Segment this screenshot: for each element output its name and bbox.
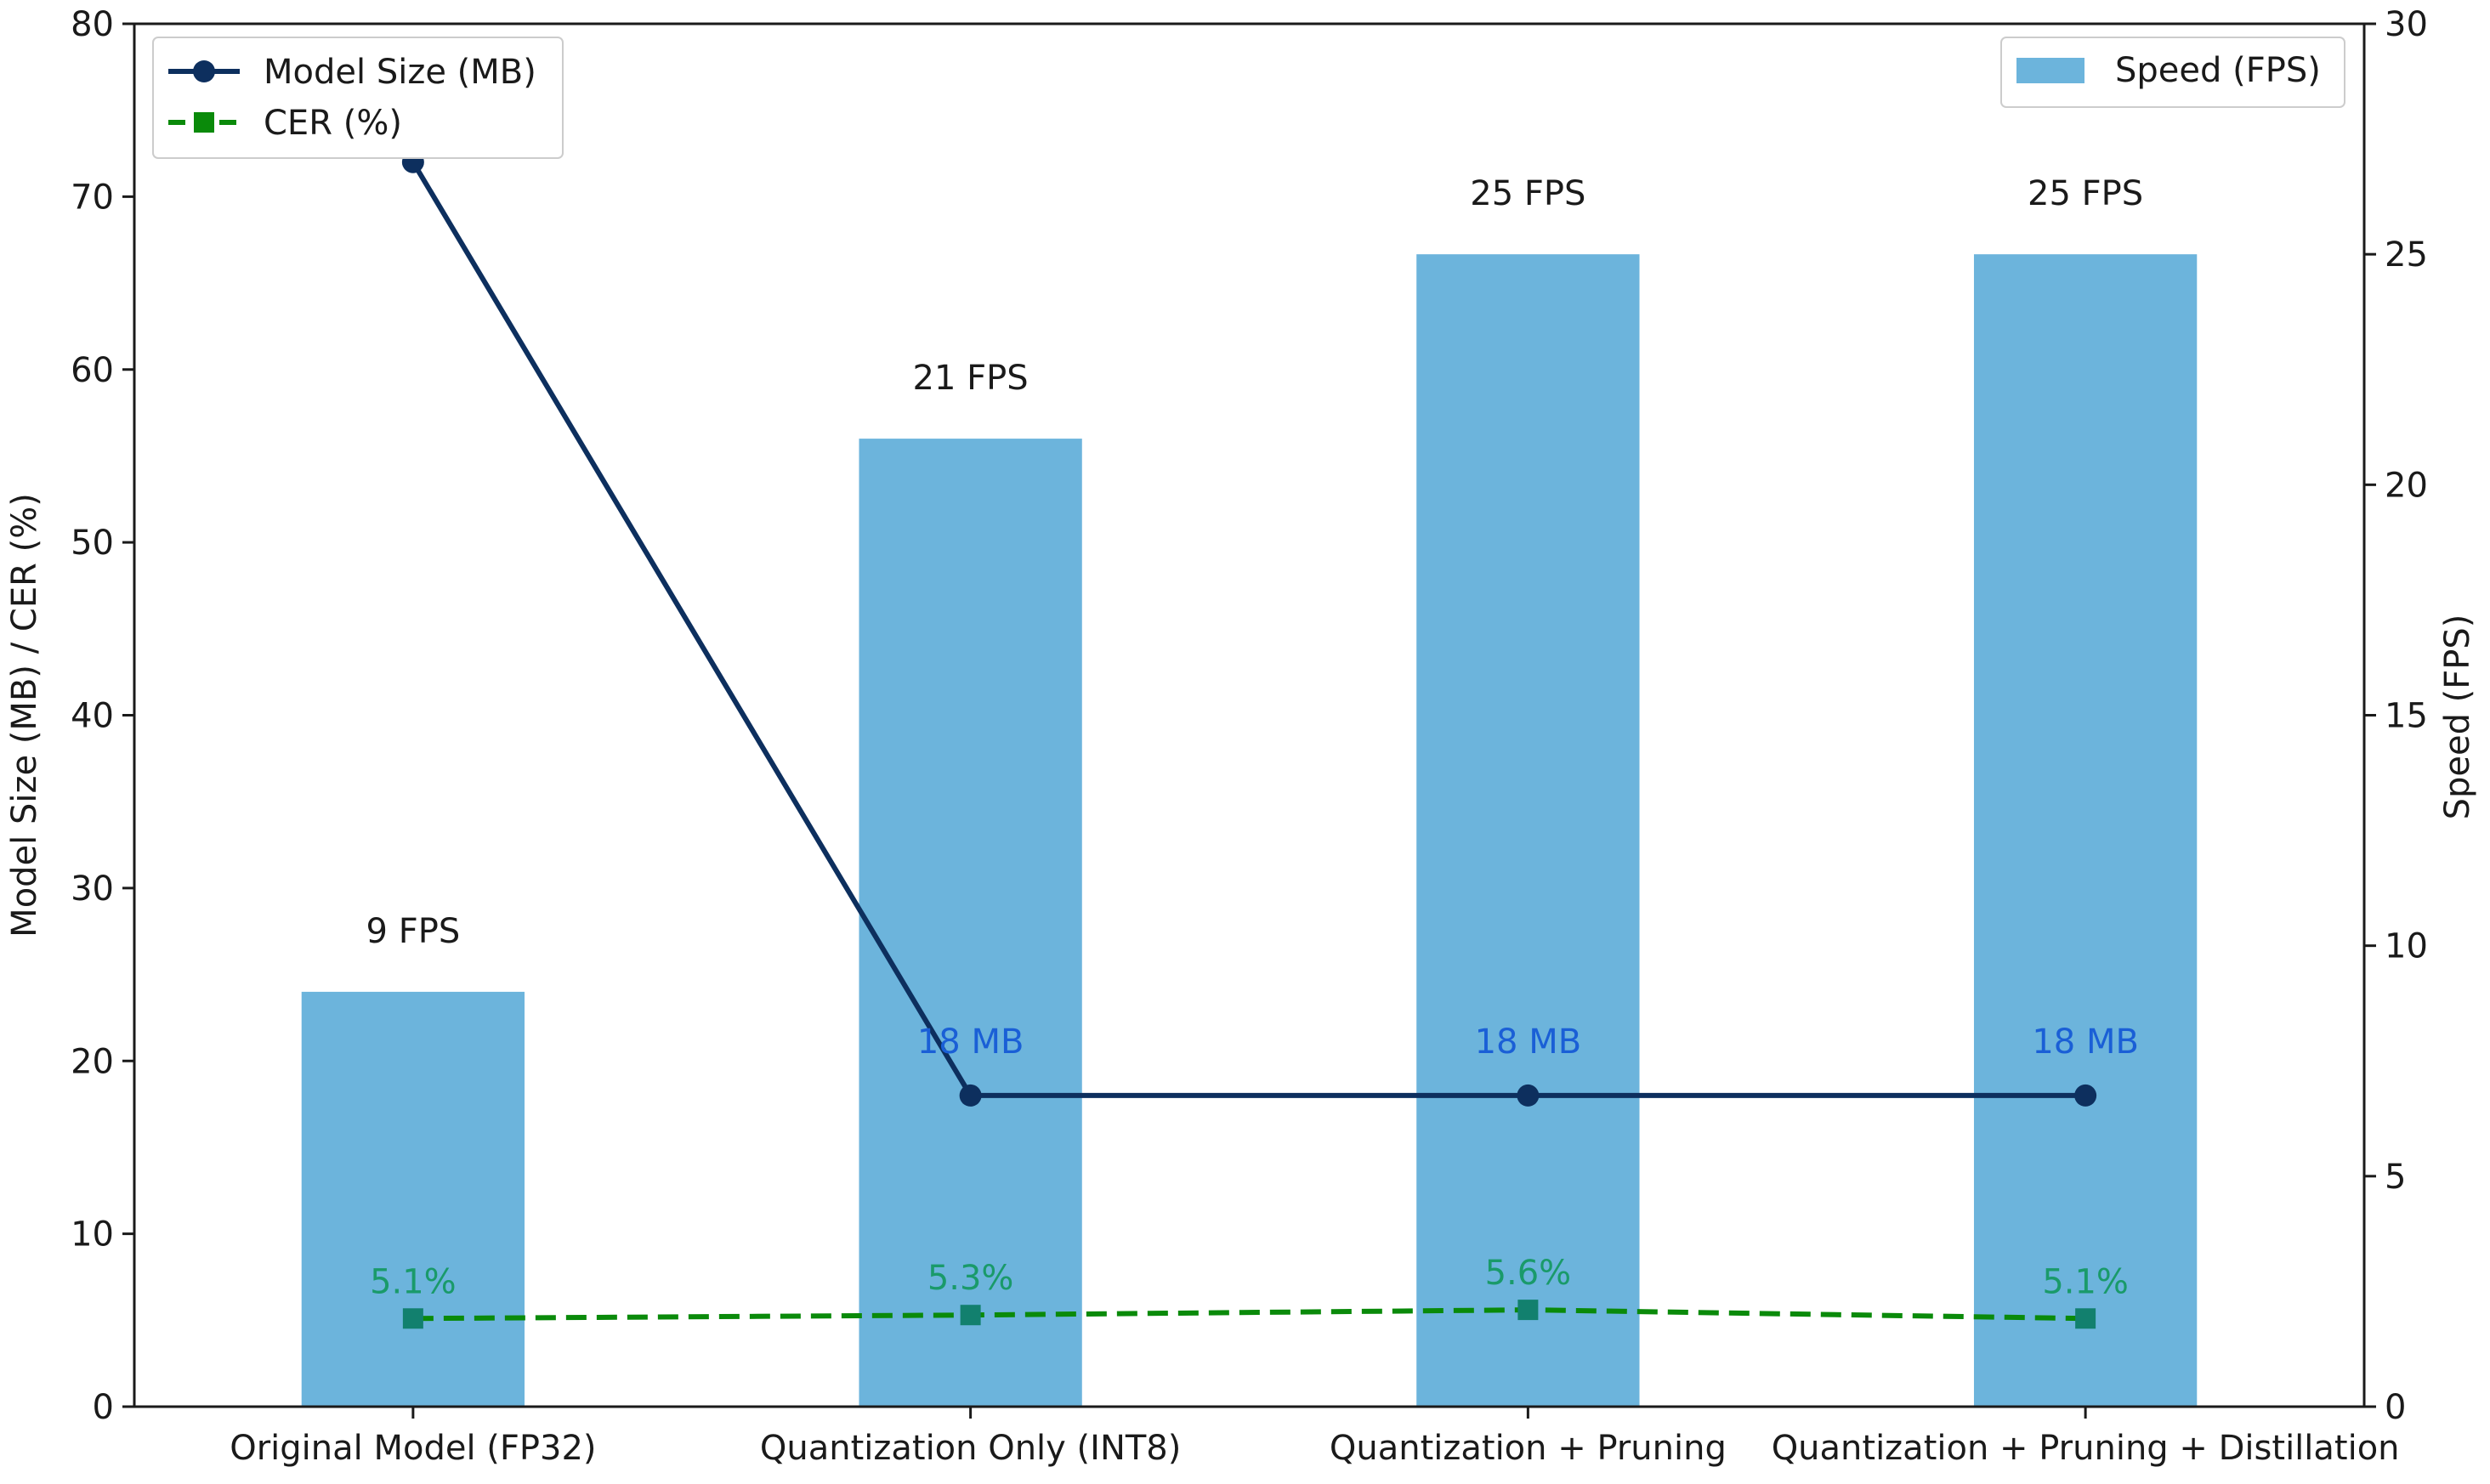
y-tick-label-left-6: 60 [71,351,114,390]
y-tick-label-right-1: 5 [2385,1158,2406,1197]
data-label-size-3: 18 MB [2032,1022,2139,1062]
legend-size-marker [193,60,215,82]
y-tick-label-right-0: 0 [2385,1388,2406,1427]
legend-speed-swatch [2016,58,2084,83]
y-tick-label-right-6: 30 [2385,5,2428,44]
y-tick-label-left-0: 0 [93,1388,114,1427]
lines-layer [401,150,2097,1329]
x-tick-label-2: Quantization + Pruning [1330,1429,1727,1468]
x-tick-label-3: Quantization + Pruning + Distillation [1772,1429,2400,1468]
bar-label-speed-2: 25 FPS [1470,174,1585,213]
data-label-cer-0: 5.1% [370,1262,457,1301]
legend-speed-label: Speed (FPS) [2115,51,2321,90]
legend-right-box [2000,37,2345,108]
point-cer-2 [1517,1300,1539,1321]
data-label-cer-1: 5.3% [927,1259,1014,1298]
y-tick-label-left-5: 50 [71,524,114,563]
legend-cer-label: CER (%) [264,104,402,143]
legend-right-items: Speed (FPS) [2016,51,2321,90]
point-cer-1 [960,1305,981,1326]
y-tick-label-right-4: 20 [2385,466,2428,505]
y-tick-label-left-2: 20 [71,1042,114,1081]
data-label-size-2: 18 MB [1475,1022,1582,1062]
y-tick-label-left-4: 40 [71,697,114,736]
bar-speed-0 [301,991,525,1407]
x-tick-label-0: Original Model (FP32) [230,1429,596,1468]
bar-label-speed-3: 25 FPS [2028,174,2143,213]
y-axis-title-left: Model Size (MB) / CER (%) [5,493,44,937]
line-cer [412,1307,2086,1322]
y-tick-label-left-3: 30 [71,869,114,909]
axes-layer: 0 10 20 30 40 50 60 70 80 0 5 10 15 20 25 30 Original Mo… [71,5,2428,1468]
y-axis-title-right: Speed (FPS) [2438,615,2477,820]
data-label-cer-3: 5.1% [2042,1262,2129,1301]
bars-layer [301,254,2198,1408]
legend-size-label: Model Size (MB) [264,53,536,92]
point-cer-3 [2075,1308,2096,1329]
bar-label-speed-1: 21 FPS [913,359,1029,398]
point-size-1 [959,1084,982,1107]
point-size-2 [1517,1084,1540,1107]
data-label-size-1: 18 MB [917,1022,1024,1062]
point-size-3 [2074,1084,2097,1107]
legend-left: Model Size (MB) CER (%) [152,37,564,159]
bar-label-speed-0: 9 FPS [366,912,461,951]
legend-cer-marker [194,112,214,133]
bar-speed-1 [859,439,1082,1407]
y-tick-label-left-8: 80 [71,5,114,44]
legend-left-items: Model Size (MB) CER (%) [168,53,536,143]
point-cer-0 [402,1308,423,1329]
y-tick-label-left-7: 70 [71,178,114,217]
legend-right: Speed (FPS) [2000,37,2345,108]
data-label-cer-2: 5.6% [1485,1254,1572,1293]
x-tick-label-1: Quantization Only (INT8) [760,1429,1182,1468]
y-tick-label-right-5: 25 [2385,235,2428,275]
legend-left-box [152,37,564,159]
y-tick-label-right-3: 15 [2385,697,2428,736]
y-tick-label-right-2: 10 [2385,927,2428,966]
line-size [411,161,2086,1098]
y-tick-label-left-1: 10 [71,1215,114,1255]
bar-speed-3 [1973,254,2198,1408]
bar-speed-2 [1416,254,1640,1408]
